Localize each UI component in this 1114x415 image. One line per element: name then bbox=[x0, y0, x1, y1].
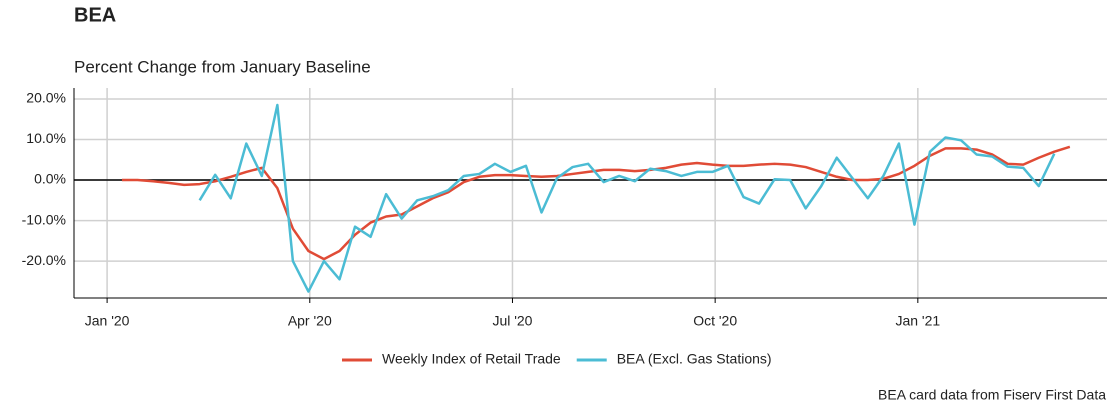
series-line bbox=[198, 103, 1056, 293]
x-tick-label: Oct '20 bbox=[693, 313, 737, 329]
series-line bbox=[121, 145, 1071, 261]
x-tick-label: Jan '20 bbox=[85, 313, 130, 329]
y-tick-label: 10.0% bbox=[26, 130, 66, 146]
y-tick-label: -10.0% bbox=[22, 211, 66, 227]
chart-subtitle: Percent Change from January Baseline bbox=[74, 57, 371, 76]
y-tick-label: 20.0% bbox=[26, 90, 66, 106]
chart-title: BEA bbox=[74, 4, 116, 26]
x-tick-label: Apr '20 bbox=[288, 313, 332, 329]
x-tick-label: Jul '20 bbox=[492, 313, 532, 329]
y-tick-label: 0.0% bbox=[34, 171, 66, 187]
legend-label: Weekly Index of Retail Trade bbox=[382, 351, 561, 367]
legend-label: BEA (Excl. Gas Stations) bbox=[617, 351, 772, 367]
caption: BEA card data from Fiserv First Data bbox=[878, 387, 1106, 403]
x-tick-label: Jan '21 bbox=[895, 313, 940, 329]
y-tick-label: -20.0% bbox=[22, 252, 66, 268]
